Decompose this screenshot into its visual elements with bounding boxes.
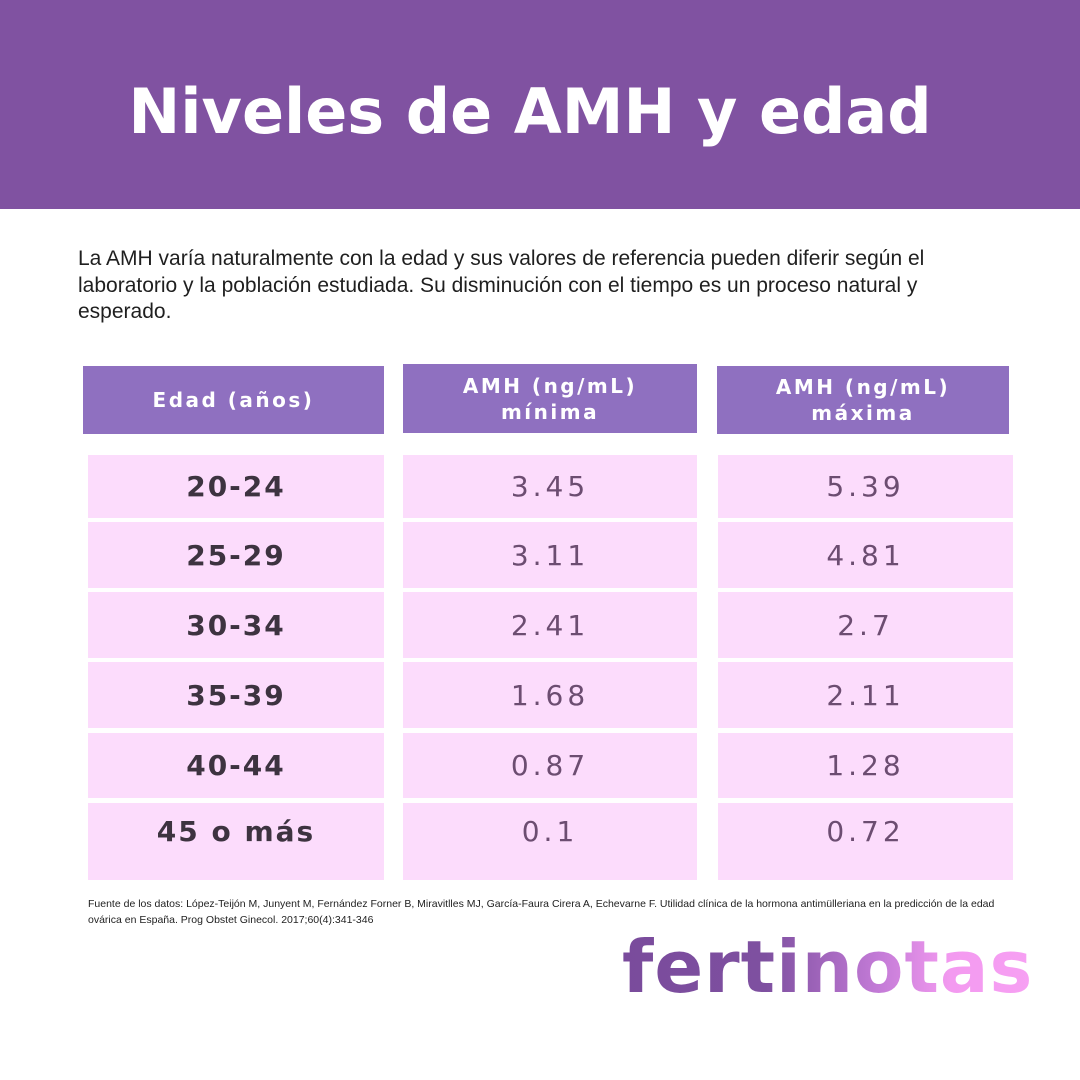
amh-min-cell: 0.1 — [403, 803, 697, 880]
amh-min-cell: 1.68 — [403, 662, 697, 728]
amh-min-cell: 2.41 — [403, 592, 697, 658]
amh-max-cell: 5.39 — [718, 455, 1013, 518]
age-cell: 45 o más — [88, 803, 384, 880]
amh-max-cell: 1.28 — [718, 733, 1013, 798]
amh-max-cell: 2.11 — [718, 662, 1013, 728]
amh-min-cell: 0.87 — [403, 733, 697, 798]
age-cell: 40-44 — [88, 733, 384, 798]
column-header-label: AMH (ng/mL) — [775, 375, 951, 399]
data-source-citation: Fuente de los datos: López-Teijón M, Jun… — [88, 898, 995, 926]
amh-min-cell: 3.11 — [403, 522, 697, 588]
column-header-sublabel: máxima — [811, 401, 915, 425]
column-header-label: Edad (años) — [152, 388, 315, 412]
title-banner: Niveles de AMH y edad — [0, 0, 1080, 209]
column-header-sublabel: mínima — [500, 400, 600, 424]
column-header-amh-max: AMH (ng/mL) máxima — [717, 366, 1009, 434]
amh-max-cell: 4.81 — [718, 522, 1013, 588]
column-header-label: AMH (ng/mL) — [462, 374, 638, 398]
age-cell: 30-34 — [88, 592, 384, 658]
page-title: Niveles de AMH y edad — [128, 75, 932, 148]
amh-min-cell: 3.45 — [403, 455, 697, 518]
amh-max-cell: 2.7 — [718, 592, 1013, 658]
age-cell: 25-29 — [88, 522, 384, 588]
column-header-age: Edad (años) — [83, 366, 384, 434]
fertinotas-logo: fertinotas — [622, 922, 1033, 1012]
age-cell: 20-24 — [88, 455, 384, 518]
intro-paragraph: La AMH varía naturalmente con la edad y … — [78, 247, 925, 323]
column-header-amh-min: AMH (ng/mL) mínima — [403, 364, 697, 433]
amh-max-cell: 0.72 — [718, 803, 1013, 880]
age-cell: 35-39 — [88, 662, 384, 728]
